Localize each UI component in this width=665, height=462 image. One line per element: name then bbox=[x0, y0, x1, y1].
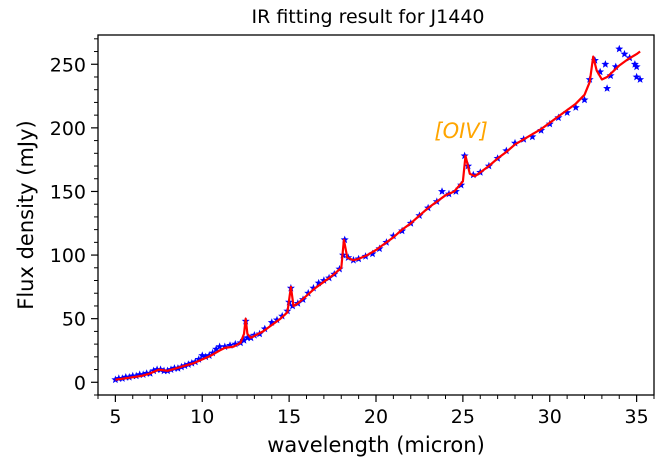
data-point bbox=[319, 276, 328, 284]
data-point bbox=[243, 333, 252, 342]
x-tick-label: 25 bbox=[451, 406, 475, 428]
data-point bbox=[135, 370, 144, 378]
data-point bbox=[502, 146, 511, 155]
x-tick-label: 20 bbox=[364, 406, 388, 428]
data-point bbox=[309, 283, 318, 292]
data-point bbox=[368, 249, 377, 258]
data-point bbox=[273, 315, 281, 324]
data-point bbox=[149, 366, 158, 375]
y-axis-label: Flux density (mJy) bbox=[14, 120, 38, 309]
data-point bbox=[389, 231, 398, 240]
data-point bbox=[630, 60, 639, 68]
data-point bbox=[314, 278, 323, 287]
y-tick-label: 150 bbox=[50, 181, 86, 203]
fit-line bbox=[115, 50, 641, 381]
y-tick-label: 0 bbox=[74, 372, 86, 394]
x-tick-label: 15 bbox=[277, 406, 301, 428]
x-tick-label: 10 bbox=[190, 406, 214, 428]
data-point bbox=[596, 67, 605, 76]
x-tick-label: 30 bbox=[538, 406, 562, 428]
x-tick-label: 35 bbox=[625, 406, 649, 428]
data-point bbox=[194, 355, 203, 363]
data-point bbox=[260, 324, 269, 333]
data-point bbox=[304, 289, 313, 297]
plot-frame bbox=[97, 34, 655, 396]
data-point bbox=[580, 95, 589, 104]
y-tick-label: 50 bbox=[62, 309, 86, 331]
data-point bbox=[632, 62, 641, 71]
data-point bbox=[208, 348, 217, 357]
axis-ticks: 5 10 15 20 25 30 35 0 50 100 150 200 250 bbox=[50, 38, 655, 428]
data-point bbox=[615, 44, 624, 53]
data-point bbox=[438, 187, 446, 195]
data-point bbox=[571, 103, 580, 111]
data-point bbox=[636, 75, 645, 83]
data-layer bbox=[111, 44, 645, 384]
y-tick-label: 250 bbox=[50, 54, 86, 76]
data-point bbox=[128, 371, 137, 380]
data-point bbox=[215, 342, 224, 351]
data-point bbox=[603, 84, 612, 92]
data-point bbox=[132, 371, 141, 380]
data-point bbox=[632, 72, 641, 81]
data-point bbox=[231, 339, 240, 348]
data-point bbox=[606, 71, 615, 80]
x-tick-label: 5 bbox=[109, 406, 121, 428]
data-point bbox=[139, 370, 148, 378]
data-point bbox=[563, 108, 572, 116]
x-axis-label: wavelength (micron) bbox=[267, 433, 485, 457]
data-point bbox=[611, 62, 620, 71]
chart-title: IR fitting result for J1440 bbox=[251, 6, 484, 28]
data-point bbox=[220, 342, 229, 351]
data-point bbox=[601, 60, 610, 68]
data-point bbox=[511, 138, 519, 147]
data-point bbox=[121, 373, 130, 381]
y-tick-label: 100 bbox=[50, 245, 86, 267]
data-point bbox=[201, 352, 210, 361]
y-tick-label: 200 bbox=[50, 118, 86, 140]
oiv-annotation: [OIV] bbox=[434, 119, 487, 143]
data-point bbox=[528, 132, 537, 141]
data-point bbox=[620, 49, 629, 58]
